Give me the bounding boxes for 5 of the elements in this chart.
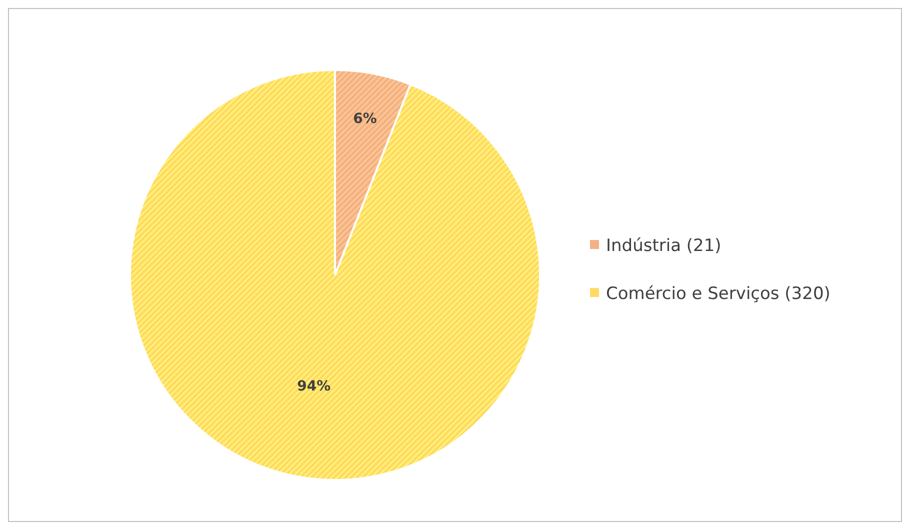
legend-label: Indústria (21): [606, 236, 722, 256]
data-label: 6%: [353, 110, 377, 127]
legend-label: Comércio e Serviços (320): [606, 284, 830, 304]
data-label: 94%: [297, 378, 331, 395]
pie-slice: [130, 70, 540, 480]
